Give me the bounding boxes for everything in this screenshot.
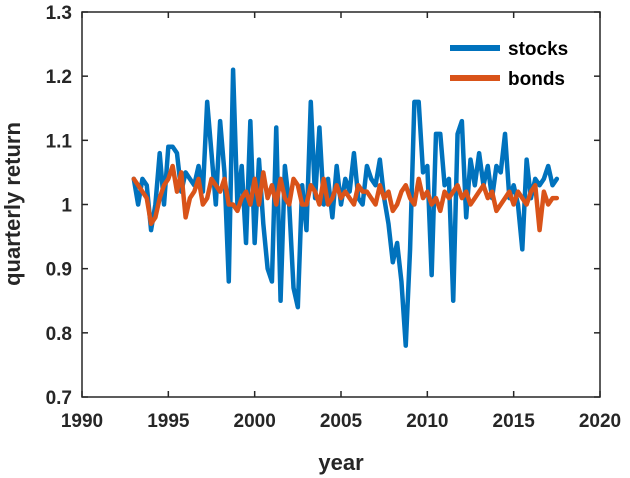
legend-label-bonds: bonds bbox=[508, 69, 565, 90]
y-tick-label: 0.7 bbox=[46, 388, 72, 409]
series-line-bonds bbox=[131, 163, 560, 233]
x-tick-label: 1990 bbox=[61, 411, 103, 432]
x-tick-label: 2020 bbox=[579, 411, 621, 432]
y-tick-label: 0.8 bbox=[46, 324, 72, 345]
x-tick-label: 2000 bbox=[234, 411, 276, 432]
legend: stocks bonds bbox=[450, 39, 568, 90]
y-axis-title: quarterly return bbox=[0, 122, 25, 286]
x-tick-label: 2005 bbox=[320, 411, 363, 432]
y-tick-label: 1.2 bbox=[46, 67, 72, 88]
series-layer bbox=[131, 67, 560, 348]
x-tick-label: 2010 bbox=[406, 411, 448, 432]
series-line-stocks bbox=[131, 67, 560, 348]
y-tick-label: 1.3 bbox=[46, 3, 72, 24]
x-axis: 1990 1995 2000 2005 2010 2015 2020 bbox=[61, 12, 621, 432]
y-axis: 0.7 0.8 0.9 1 1.1 1.2 1.3 bbox=[46, 3, 600, 409]
y-tick-label: 1.1 bbox=[46, 131, 73, 152]
x-tick-label: 2015 bbox=[493, 411, 536, 432]
x-axis-title: year bbox=[318, 450, 364, 475]
y-tick-label: 0.9 bbox=[46, 260, 72, 281]
x-tick-label: 1995 bbox=[147, 411, 190, 432]
legend-label-stocks: stocks bbox=[508, 39, 568, 60]
y-tick-label: 1 bbox=[61, 196, 72, 217]
